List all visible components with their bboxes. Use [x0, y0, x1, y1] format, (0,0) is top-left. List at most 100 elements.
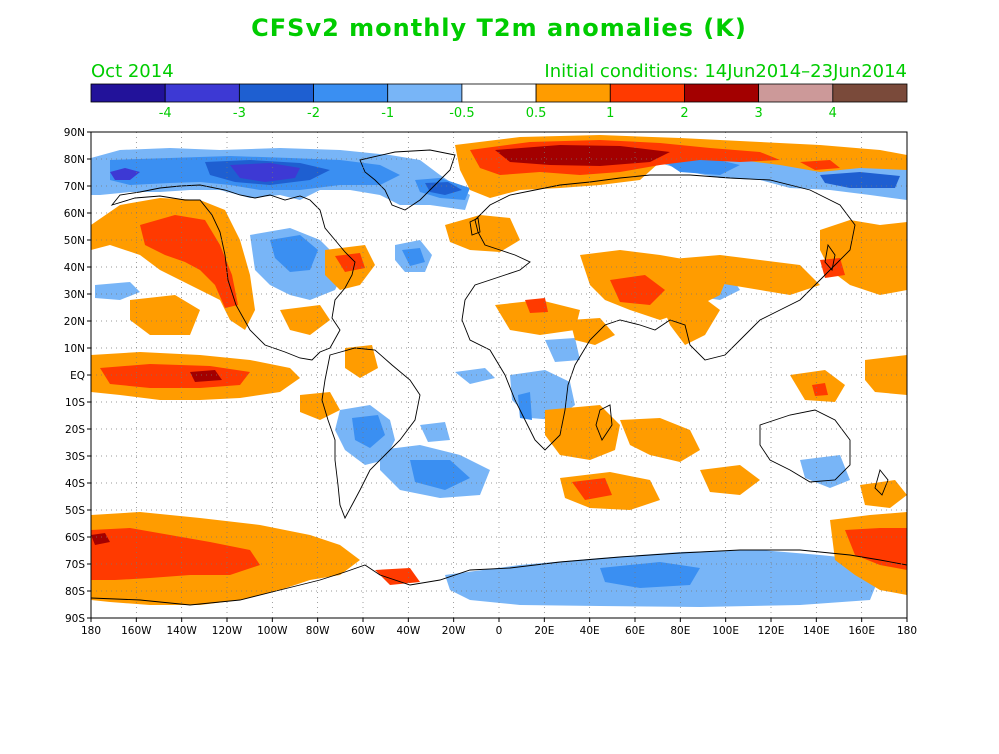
cold-region-africa-north [545, 338, 580, 362]
colorbar-label: 1 [606, 106, 614, 121]
cold-region-south-atlantic-mid [410, 460, 470, 490]
lon-tick-label: 180 [81, 625, 101, 637]
lat-tick-label: 70N [64, 181, 85, 193]
cold-region-arctic-canada-core [230, 163, 300, 182]
warm-region-north-africa-core [525, 298, 548, 313]
lat-tick-label: 90N [64, 127, 85, 139]
colorbar-swatch [609, 83, 685, 103]
lat-tick-label: 70S [65, 559, 85, 571]
lon-tick-label: 80W [306, 625, 330, 637]
warm-region-equatorial-pacific-mid [100, 364, 250, 388]
cold-region-tropical-atlantic [455, 368, 495, 384]
colorbar-label: 0.5 [526, 106, 547, 121]
warm-region-north-pacific-west [130, 295, 200, 335]
warm-region-south-indian-core [572, 478, 612, 500]
warm-region-central-america [300, 392, 340, 420]
lon-tick-label: 100E [712, 625, 739, 637]
colorbar-swatch [684, 83, 760, 103]
lon-tick-label: 180 [897, 625, 917, 637]
page-title: CFSv2 monthly T2m anomalies (K) [251, 14, 747, 42]
lon-tick-label: 120E [758, 625, 785, 637]
warm-region-southern-ocean-west-core [91, 533, 110, 545]
warm-region-india [660, 295, 720, 345]
colorbar-label: 4 [829, 106, 837, 121]
lat-tick-label: 20S [65, 424, 85, 436]
initial-conditions-label: Initial conditions: 14Jun2014–23Jun2014 [544, 61, 907, 82]
lat-tick-label: 80N [64, 154, 85, 166]
map-area: 90N 80N 70N 60N 50N 40N 30N 20N 10N EQ 10S 20S 30S 40… [64, 127, 917, 637]
cold-region-east-siberia-core [820, 172, 900, 188]
cold-region-alaska-core [110, 168, 140, 180]
lat-tick-label: 40S [65, 478, 85, 490]
warm-region-southern-ocean-east-mid [845, 528, 907, 570]
colorbar: -4 -3 -2 -1 -0.5 0.5 1 2 3 4 [90, 83, 908, 121]
warm-region-amundsen [375, 568, 420, 585]
warm-region-tasman [860, 480, 907, 508]
cold-region-africa-core [518, 392, 532, 420]
lon-tick-label: 160W [121, 625, 152, 637]
lat-tick-label: 50S [65, 505, 85, 517]
lon-tick-label: 20E [534, 625, 554, 637]
warm-region-eurasian-arctic-core [495, 145, 670, 166]
colorbar-label: 3 [754, 106, 762, 121]
warm-region-ne-pacific [91, 198, 255, 330]
colorbar-swatch [313, 83, 389, 103]
warm-region-europe [445, 215, 520, 252]
colorbar-label: -4 [159, 106, 172, 121]
colorbar-swatch [832, 83, 908, 103]
lat-tick-label: 10N [64, 343, 85, 355]
lon-tick-label: 140E [803, 625, 830, 637]
lat-tick-label: 30S [65, 451, 85, 463]
colorbar-swatch [758, 83, 834, 103]
cold-region-siberia-mid [665, 158, 740, 175]
lat-tick-label: 10S [65, 397, 85, 409]
coast-greenland [359, 149, 456, 211]
lat-tick-label: 30N [64, 289, 85, 301]
colorbar-swatch [535, 83, 611, 103]
colorbar-swatch [387, 83, 463, 103]
lon-tick-label: 60E [625, 625, 645, 637]
warm-region-ne-pacific-mid [140, 215, 238, 308]
coast-japan [824, 243, 836, 271]
warm-region-caribbean [345, 345, 378, 378]
coast-new-zealand [874, 469, 889, 496]
lat-tick-label: 60N [64, 208, 85, 220]
cold-region-atlantic-eq [420, 422, 450, 442]
colorbar-swatch [90, 83, 166, 103]
lat-tick-label: 60S [65, 532, 85, 544]
warm-region-north-atlantic-core [335, 253, 365, 272]
cold-region-north-atlantic-core [402, 248, 425, 266]
colorbar-label: -1 [381, 106, 394, 121]
lat-tick-label: 40N [64, 262, 85, 274]
coast-antarctica [91, 549, 907, 606]
cold-region-australia-south [800, 455, 850, 488]
warm-region-arabian-sea [570, 318, 615, 345]
cold-region-antarctica-mid [600, 562, 700, 588]
coast-eurasia-africa [461, 174, 856, 451]
colorbar-swatch [461, 83, 537, 103]
warm-region-south-pacific [700, 465, 760, 495]
warm-region-east-siberia [800, 160, 840, 170]
lon-tick-label: 140W [166, 625, 197, 637]
colorbar-label: -0.5 [449, 106, 474, 121]
lon-tick-label: 60W [351, 625, 375, 637]
lat-tick-label: 50N [64, 235, 85, 247]
lon-tick-label: 0 [496, 625, 503, 637]
lon-tick-label: 120W [212, 625, 243, 637]
lat-tick-label: 90S [65, 613, 85, 625]
colorbar-label: -2 [307, 106, 320, 121]
coast-australia [759, 409, 851, 483]
warm-region-indian-ocean [620, 418, 700, 462]
warm-region-middle-east-core [610, 275, 665, 305]
lon-tick-label: 40E [580, 625, 600, 637]
colorbar-swatch [238, 83, 314, 103]
lat-tick-label: 20N [64, 316, 85, 328]
coastlines [91, 149, 907, 606]
warm-region-east-asia [660, 255, 820, 295]
warm-region-nw-pacific [820, 220, 907, 295]
cold-region-north-america-mid [270, 235, 318, 272]
colorbar-label: 2 [680, 106, 688, 121]
forecast-month: Oct 2014 [91, 61, 174, 82]
lon-tick-label: 20W [442, 625, 466, 637]
lat-tick-label: 80S [65, 586, 85, 598]
